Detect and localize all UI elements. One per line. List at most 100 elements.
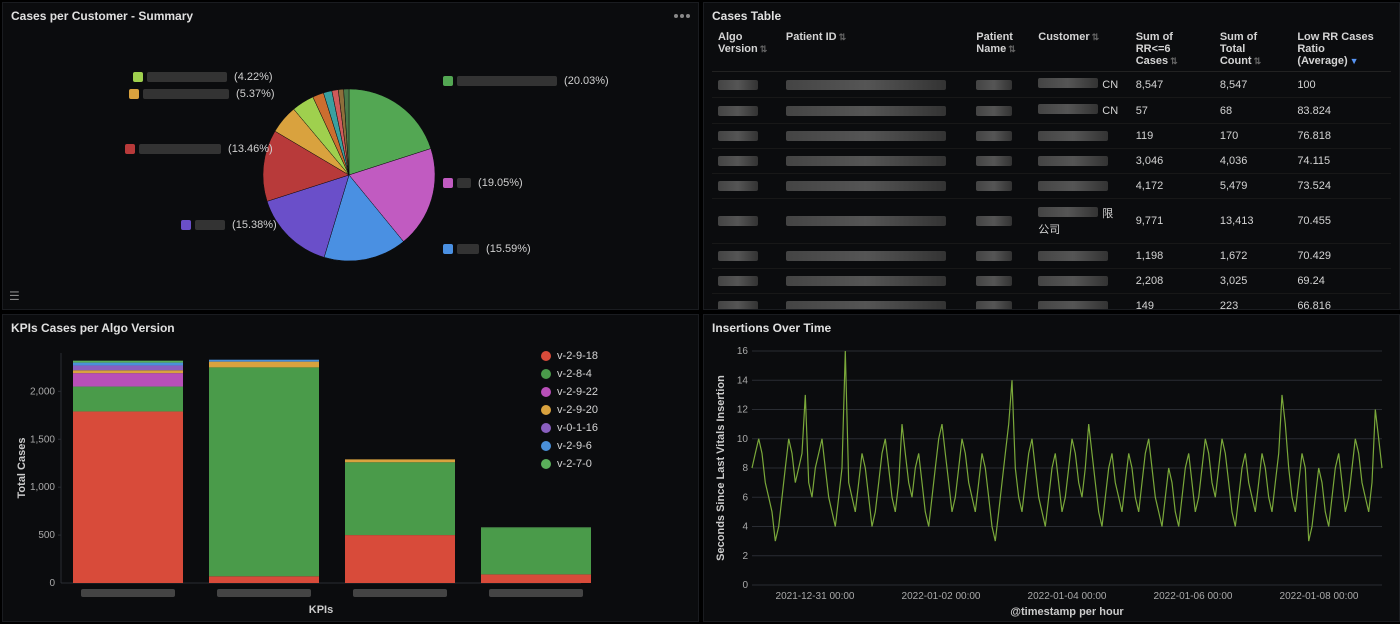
legend-item[interactable]: v-2-9-18 (541, 347, 598, 365)
cell-ratio: 69.24 (1291, 269, 1391, 294)
column-header[interactable]: Patient ID⇅ (780, 27, 970, 72)
pie-chart[interactable] (263, 67, 443, 287)
svg-text:0: 0 (49, 578, 55, 589)
svg-text:2022-01-02 00:00: 2022-01-02 00:00 (902, 591, 981, 602)
pie-slice-label: (4.22%) (133, 71, 273, 83)
cell-algo (712, 269, 780, 294)
svg-text:6: 6 (742, 492, 748, 503)
cell-patient-id (780, 124, 970, 149)
cell-customer (1032, 294, 1129, 310)
svg-text:2022-01-06 00:00: 2022-01-06 00:00 (1154, 591, 1233, 602)
bar-legend: v-2-9-18v-2-8-4v-2-9-22v-2-9-20v-0-1-16v… (541, 347, 598, 473)
column-header[interactable]: Low RR Cases Ratio (Average)▼ (1291, 27, 1391, 72)
svg-text:2022-01-04 00:00: 2022-01-04 00:00 (1028, 591, 1107, 602)
panel-title: Cases Table (712, 9, 781, 23)
cell-patient-id (780, 72, 970, 98)
pie-slice-label: (5.37%) (129, 88, 275, 100)
cell-sum-rr: 1,198 (1130, 244, 1214, 269)
bar-panel: KPIs Cases per Algo Version 05001,0001,5… (2, 314, 699, 622)
svg-text:10: 10 (737, 434, 749, 445)
column-header[interactable]: Algo Version⇅ (712, 27, 780, 72)
cell-sum-rr: 8,547 (1130, 72, 1214, 98)
column-header[interactable]: Sum of RR<=6 Cases⇅ (1130, 27, 1214, 72)
cell-ratio: 73.524 (1291, 174, 1391, 199)
cell-customer (1032, 124, 1129, 149)
cell-customer: CN (1032, 72, 1129, 98)
column-header[interactable]: Sum of Total Count⇅ (1214, 27, 1291, 72)
table-row[interactable]: CN8,5478,547100 (712, 72, 1391, 98)
cell-patient-name (970, 294, 1032, 310)
table-row[interactable]: 1,1981,67270.429 (712, 244, 1391, 269)
svg-text:2: 2 (742, 551, 748, 562)
legend-item[interactable]: v-2-9-20 (541, 401, 598, 419)
svg-text:4: 4 (742, 522, 748, 533)
cell-algo (712, 294, 780, 310)
cell-algo (712, 72, 780, 98)
panel-header: Cases Table (704, 3, 1399, 27)
cell-sum-total: 13,413 (1214, 199, 1291, 244)
cell-sum-total: 3,025 (1214, 269, 1291, 294)
cell-sum-total: 68 (1214, 98, 1291, 124)
legend-item[interactable]: v-2-7-0 (541, 455, 598, 473)
cell-patient-name (970, 244, 1032, 269)
cell-sum-rr: 4,172 (1130, 174, 1214, 199)
legend-toggle-icon[interactable]: ☰ (9, 289, 20, 303)
pie-panel: Cases per Customer - Summary (20.03%) (1… (2, 2, 699, 310)
pie-body: (20.03%) (19.05%) (15.59%) (15.38%) (13.… (3, 27, 698, 309)
table-row[interactable]: 2,2083,02569.24 (712, 269, 1391, 294)
panel-header: Insertions Over Time (704, 315, 1399, 339)
svg-text:0: 0 (742, 580, 748, 591)
svg-text:12: 12 (737, 405, 749, 416)
cell-sum-rr: 3,046 (1130, 149, 1214, 174)
bar-body: 05001,0001,5002,000Total CasesKPIs v-2-9… (3, 339, 698, 621)
cell-algo (712, 174, 780, 199)
table-panel: Cases Table Algo Version⇅Patient ID⇅Pati… (703, 2, 1400, 310)
svg-text:Seconds Since Last Vitals Inse: Seconds Since Last Vitals Insertion (715, 375, 727, 561)
cell-customer (1032, 269, 1129, 294)
cell-patient-name (970, 98, 1032, 124)
cell-ratio: 66.816 (1291, 294, 1391, 310)
panel-menu-icon[interactable] (674, 14, 690, 18)
table-row[interactable]: CN576883.824 (712, 98, 1391, 124)
legend-item[interactable]: v-2-9-22 (541, 383, 598, 401)
column-header[interactable]: Customer⇅ (1032, 27, 1129, 72)
legend-item[interactable]: v-2-9-6 (541, 437, 598, 455)
cell-algo (712, 244, 780, 269)
line-body: 02468101214162021-12-31 00:002022-01-02 … (704, 339, 1399, 621)
pie-slice-label: (13.46%) (125, 143, 273, 155)
cell-algo (712, 98, 780, 124)
cell-ratio: 70.429 (1291, 244, 1391, 269)
cell-ratio: 70.455 (1291, 199, 1391, 244)
cell-ratio: 83.824 (1291, 98, 1391, 124)
cell-sum-rr: 57 (1130, 98, 1214, 124)
cell-algo (712, 199, 780, 244)
svg-text:KPIs: KPIs (309, 604, 333, 616)
cell-patient-name (970, 124, 1032, 149)
table-row[interactable]: 4,1725,47973.524 (712, 174, 1391, 199)
cell-sum-total: 1,672 (1214, 244, 1291, 269)
cell-sum-total: 170 (1214, 124, 1291, 149)
legend-item[interactable]: v-0-1-16 (541, 419, 598, 437)
cell-patient-id (780, 269, 970, 294)
table-row[interactable]: 14922366.816 (712, 294, 1391, 310)
cell-sum-rr: 2,208 (1130, 269, 1214, 294)
line-chart[interactable]: 02468101214162021-12-31 00:002022-01-02 … (712, 343, 1396, 621)
cell-algo (712, 149, 780, 174)
legend-item[interactable]: v-2-8-4 (541, 365, 598, 383)
table-row[interactable]: 限公司9,77113,41370.455 (712, 199, 1391, 244)
svg-text:2021-12-31 00:00: 2021-12-31 00:00 (776, 591, 855, 602)
svg-text:2,000: 2,000 (30, 386, 55, 397)
svg-text:2022-01-08 00:00: 2022-01-08 00:00 (1280, 591, 1359, 602)
cell-patient-id (780, 294, 970, 310)
cell-sum-total: 4,036 (1214, 149, 1291, 174)
table-row[interactable]: 3,0464,03674.115 (712, 149, 1391, 174)
panel-header: Cases per Customer - Summary (3, 3, 698, 27)
svg-text:1,500: 1,500 (30, 434, 55, 445)
table-row[interactable]: 11917076.818 (712, 124, 1391, 149)
column-header[interactable]: Patient Name⇅ (970, 27, 1032, 72)
cell-patient-id (780, 244, 970, 269)
cell-patient-id (780, 199, 970, 244)
cell-customer: 限公司 (1032, 199, 1129, 244)
line-panel: Insertions Over Time 02468101214162021-1… (703, 314, 1400, 622)
cell-sum-total: 223 (1214, 294, 1291, 310)
